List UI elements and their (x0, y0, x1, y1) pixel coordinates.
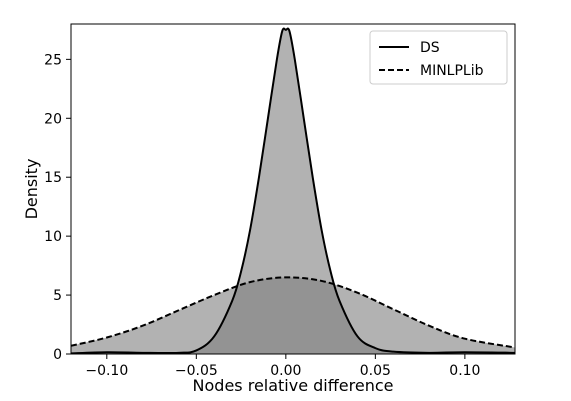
x-tick-label: 0.10 (449, 363, 480, 379)
legend-label-ds: DS (420, 40, 440, 56)
legend: DS MINLPLib (369, 30, 508, 85)
x-tick-label: −0.10 (85, 363, 128, 379)
y-tick-label: 15 (44, 170, 62, 186)
legend-box (369, 30, 508, 85)
plot-frame (70, 23, 516, 355)
y-tick-label: 20 (44, 111, 62, 127)
y-tick-label: 10 (44, 229, 62, 245)
series-line-minlplib (71, 276, 515, 349)
y-axis-ticks: 0 5 10 15 20 25 (44, 52, 71, 363)
density-lines (71, 27, 515, 354)
y-tick-label: 5 (53, 288, 62, 304)
legend-label-minlplib: MINLPLib (420, 63, 484, 79)
y-tick-label: 0 (53, 347, 62, 363)
area-ds (71, 28, 515, 354)
area-minlplib (71, 277, 515, 354)
x-axis-ticks: −0.10 −0.05 0.00 0.05 0.10 (85, 354, 480, 379)
y-tick-label: 25 (44, 52, 62, 68)
x-tick-label: 0.00 (270, 363, 301, 379)
x-tick-label: 0.05 (360, 363, 391, 379)
series-line-ds (71, 27, 515, 354)
x-tick-label: −0.05 (175, 363, 218, 379)
density-fills (71, 28, 515, 354)
x-axis-label: Nodes relative difference (193, 376, 394, 395)
y-axis-label: Density (22, 159, 41, 220)
